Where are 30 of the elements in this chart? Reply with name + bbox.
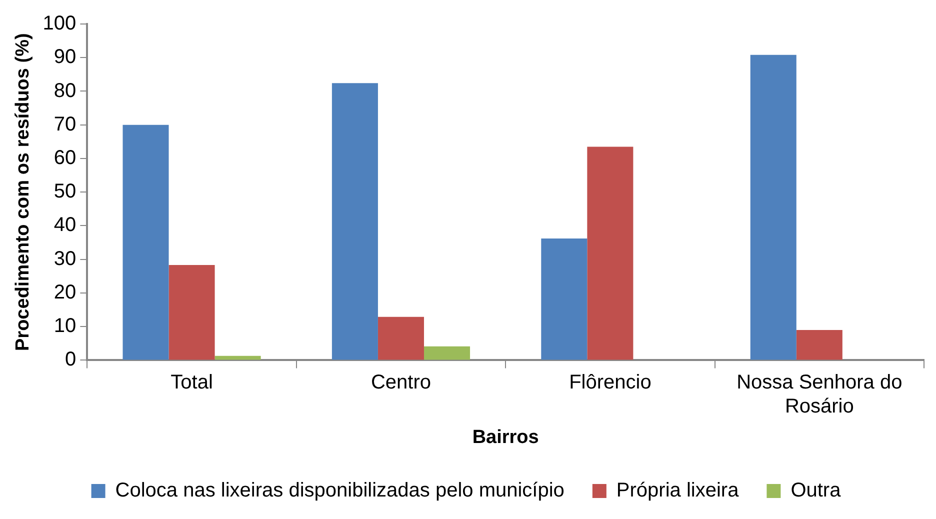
bar: [796, 330, 842, 360]
y-tick-label: 30: [54, 248, 76, 270]
x-axis-title: Bairros: [472, 426, 539, 448]
bar: [122, 124, 169, 360]
y-tick-label: 50: [54, 180, 76, 203]
legend-label: Coloca nas lixeiras disponibilizadas pelo município: [115, 480, 564, 502]
legend-label: Própria lixeira: [616, 480, 740, 502]
bar: [424, 346, 470, 360]
x-tick-label: Total: [170, 372, 213, 394]
y-tick-label: 0: [65, 348, 76, 371]
bar: [168, 265, 215, 360]
bar: [750, 54, 796, 360]
y-tick-label: 10: [54, 315, 76, 338]
y-tick-label: 100: [42, 12, 76, 35]
y-tick-label: 20: [54, 281, 76, 304]
bar: [332, 83, 378, 360]
y-axis-title: Procedimento com os resíduos (%): [12, 33, 34, 351]
y-tick-label: 60: [54, 146, 76, 169]
y-tick-label: 40: [54, 214, 76, 236]
x-tick-label: Nossa Senhora do Rosário: [736, 372, 902, 418]
legend-label: Outra: [790, 480, 842, 502]
bar: [541, 238, 588, 360]
x-tick-label: Flôrencio: [569, 372, 652, 394]
y-tick-label: 70: [54, 113, 76, 136]
x-tick-label: Centro: [370, 372, 431, 394]
bar: [214, 356, 261, 360]
bar: [587, 146, 634, 360]
y-tick-label: 80: [54, 80, 76, 102]
bar: [378, 316, 424, 360]
y-tick-label: 90: [54, 46, 76, 68]
